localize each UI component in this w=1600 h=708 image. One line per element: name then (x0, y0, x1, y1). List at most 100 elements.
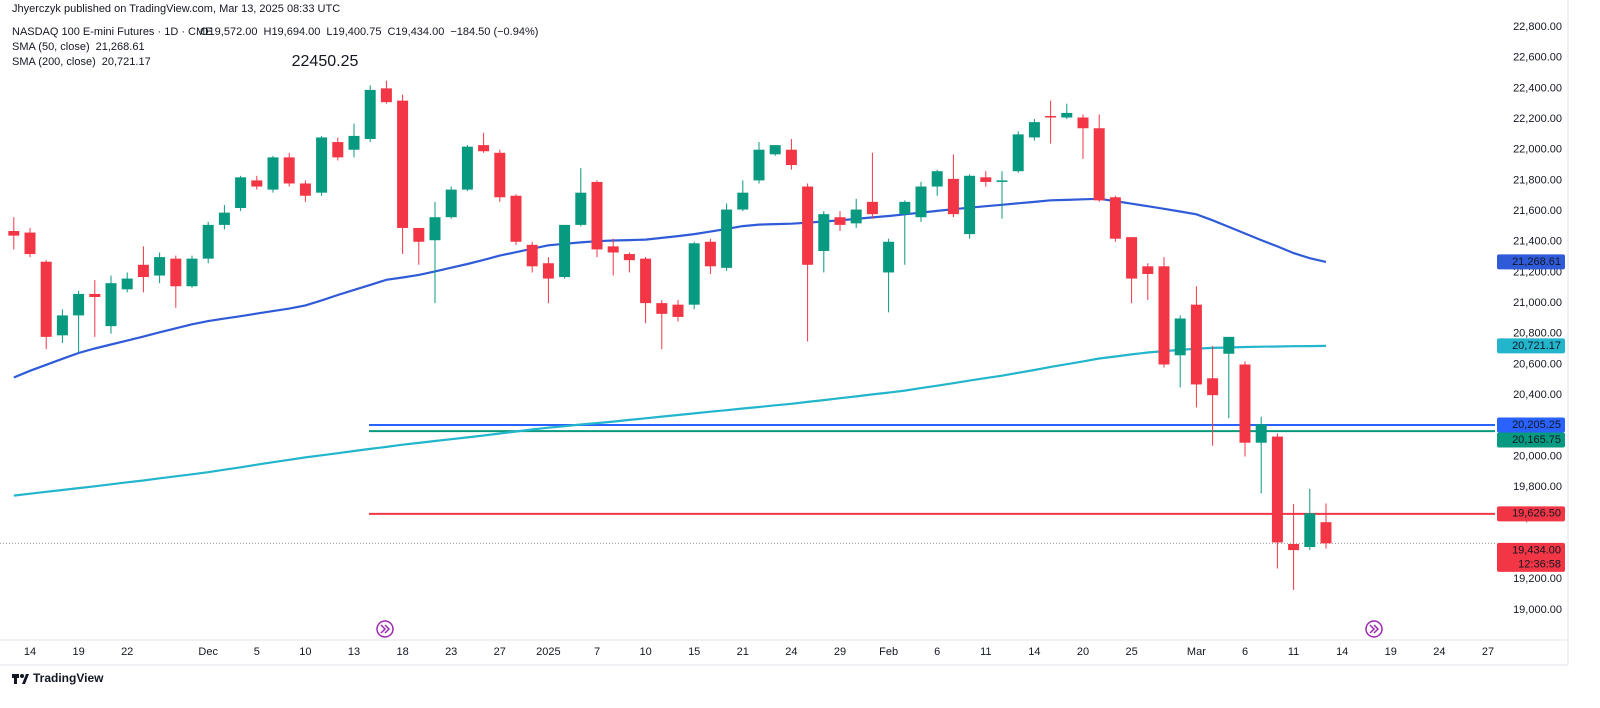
candle-body (1109, 197, 1121, 239)
x-tick-label: 2025 (536, 646, 560, 658)
candle-body (704, 241, 716, 267)
x-tick-label: 10 (299, 646, 311, 658)
candle-body (559, 224, 571, 278)
legend-ohlc: H19,694.00 (264, 26, 321, 38)
candle-body (834, 217, 846, 225)
price-tag-label: 20,165.75 (1512, 434, 1561, 446)
candle-body (413, 227, 425, 242)
candle-body (267, 157, 279, 190)
candle-body (251, 180, 263, 187)
candle-body (510, 195, 522, 242)
candle-body (607, 246, 619, 253)
y-tick-label: 21,600.00 (1513, 205, 1562, 217)
candle-body (316, 137, 328, 193)
candle-body (1271, 436, 1283, 543)
x-tick-label: 27 (1482, 646, 1494, 658)
candle-body (1174, 318, 1186, 356)
candle-body (1028, 122, 1040, 138)
candle-body (1304, 513, 1316, 548)
candle-body (137, 264, 149, 278)
x-tick-label: 19 (1385, 646, 1397, 658)
sma-line (13, 344, 1327, 497)
legend-series-name: SMA (50, close) (12, 41, 90, 53)
candle-body (478, 145, 490, 152)
publisher: Jhyerczyk published on TradingView.com, … (12, 3, 340, 15)
x-tick-label: 11 (980, 646, 991, 658)
candle-body (348, 135, 360, 150)
x-tick-label: 14 (1336, 646, 1348, 658)
candle-body (494, 152, 506, 198)
price-tag-label: 21,268.61 (1512, 256, 1561, 268)
price-tag (1497, 338, 1565, 354)
candle-body (866, 201, 878, 215)
price-tag (1497, 542, 1565, 572)
legend-ohlc: −184.50 (−0.94%) (450, 26, 538, 38)
x-tick-label: 25 (1125, 646, 1137, 658)
candle-body (818, 214, 830, 251)
x-tick-label: 11 (1288, 646, 1299, 658)
candle-body (202, 224, 214, 259)
x-tick-label: 14 (24, 646, 36, 658)
candle-body (753, 149, 765, 181)
candle-body (461, 146, 473, 190)
x-tick-label: Feb (879, 646, 898, 658)
x-tick-label: 7 (594, 646, 600, 658)
candle-body (785, 149, 797, 166)
candle-body (380, 88, 392, 103)
price-tag (1497, 506, 1565, 522)
y-tick-label: 21,800.00 (1513, 174, 1562, 186)
candle-body (56, 315, 68, 336)
candle-body (850, 209, 862, 224)
y-tick-label: 22,000.00 (1513, 144, 1562, 156)
sma-line (13, 197, 1327, 379)
x-tick-label: 13 (348, 646, 360, 658)
candle-body (397, 100, 409, 228)
candle-body (154, 257, 166, 276)
candle-body (996, 180, 1008, 182)
x-tick-label: 29 (834, 646, 846, 658)
candle-body (105, 283, 117, 327)
candle-body (8, 231, 20, 236)
legend-series-value: 21,268.61 (96, 41, 145, 53)
candle-body (1207, 378, 1219, 396)
price-tag-label: 12:36:58 (1518, 558, 1561, 570)
x-tick-label: 10 (639, 646, 651, 658)
candle-body (445, 189, 457, 218)
candle-body (429, 217, 441, 241)
candle-body (186, 258, 198, 287)
price-tag (1497, 254, 1565, 270)
candle-body (802, 186, 814, 265)
legend-ohlc: L19,400.75 (326, 26, 381, 38)
candle-body (737, 192, 749, 210)
x-tick-label: 5 (254, 646, 260, 658)
candle-body (931, 171, 943, 187)
y-tick-label: 21,400.00 (1513, 236, 1562, 248)
candle-body (1061, 112, 1073, 118)
x-tick-label: 15 (688, 646, 700, 658)
price-tag-label: 19,626.50 (1512, 508, 1561, 520)
y-tick-label: 22,800.00 (1513, 21, 1562, 33)
x-tick-label: 6 (1242, 646, 1248, 658)
candle-body (883, 241, 895, 273)
candle-body (364, 89, 376, 139)
candle-body (1223, 336, 1235, 354)
candle-body (656, 303, 668, 314)
legend-ohlc: C19,434.00 (387, 26, 444, 38)
x-tick-label: 23 (445, 646, 457, 658)
candle-body (1012, 134, 1024, 172)
candle-body (40, 261, 52, 337)
candle-body (73, 293, 85, 316)
x-tick-label: Mar (1187, 646, 1206, 658)
candle-body (89, 293, 101, 297)
candle-body (1320, 522, 1332, 544)
y-tick-label: 22,400.00 (1513, 82, 1562, 94)
x-tick-label: 21 (737, 646, 749, 658)
x-tick-label: Dec (198, 646, 218, 658)
candle-body (218, 212, 230, 225)
price-tag (1497, 417, 1565, 433)
candle-body (672, 304, 684, 317)
x-tick-label: 19 (72, 646, 84, 658)
price-tag (1497, 432, 1565, 448)
candle-body (170, 258, 182, 287)
